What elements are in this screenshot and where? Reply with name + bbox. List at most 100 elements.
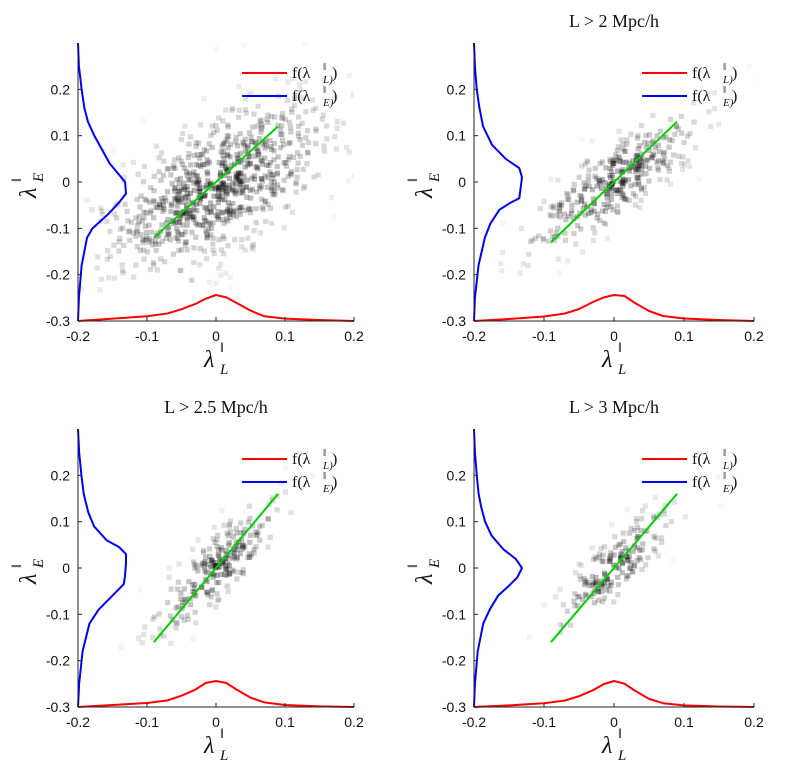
density-bin	[143, 210, 149, 216]
density-bin	[673, 123, 680, 129]
density-bin	[239, 570, 245, 576]
density-bin	[146, 239, 152, 245]
density-bin	[180, 130, 186, 137]
density-bin	[618, 137, 624, 143]
density-bin	[104, 256, 110, 262]
density-bin	[248, 206, 254, 212]
density-bin	[299, 142, 305, 148]
density-bin	[232, 237, 238, 243]
density-bin	[554, 212, 560, 219]
y-tick-label: -0.3	[46, 699, 70, 715]
density-bin	[233, 175, 239, 181]
density-bin	[565, 192, 571, 198]
density-bin	[248, 552, 254, 558]
density-bin	[181, 184, 187, 191]
density-bin	[240, 567, 246, 573]
density-bin	[600, 559, 606, 565]
density-bin	[641, 139, 648, 145]
density-bin	[612, 534, 618, 540]
density-bin	[241, 141, 247, 147]
density-bin	[214, 572, 220, 579]
density-bin	[588, 210, 594, 216]
density-bin	[267, 159, 274, 166]
density-bin	[295, 160, 301, 166]
density-bin	[291, 95, 297, 101]
density-bin	[245, 235, 251, 241]
density-bin	[223, 138, 229, 144]
density-bin	[119, 262, 125, 268]
density-bin	[127, 237, 133, 244]
density-bin	[99, 208, 105, 214]
density-bin	[552, 594, 559, 600]
density-bin	[201, 560, 207, 566]
density-bin	[313, 126, 319, 132]
density-bin	[616, 565, 622, 571]
density-bin	[673, 123, 680, 129]
density-bin	[573, 241, 579, 247]
density-bin	[303, 135, 309, 141]
density-bin	[183, 169, 190, 175]
density-bin	[667, 116, 673, 123]
density-bin	[657, 128, 664, 134]
density-bin	[162, 195, 168, 201]
density-bin	[191, 169, 197, 175]
density-bin	[211, 129, 217, 136]
density-bin	[204, 230, 210, 236]
density-bin	[212, 539, 218, 545]
density-bin	[238, 204, 245, 210]
density-bin	[269, 495, 275, 501]
density-bin	[215, 564, 221, 571]
svg-text:‖: ‖	[220, 727, 224, 742]
density-bin	[197, 122, 204, 128]
density-bin	[199, 151, 206, 158]
svg-text:): )	[332, 65, 337, 82]
density-bin	[255, 148, 261, 154]
density-bin	[227, 214, 233, 220]
density-bin	[624, 141, 630, 147]
density-bin	[555, 225, 561, 231]
density-bin	[652, 494, 658, 501]
density-bin	[662, 155, 668, 162]
density-bin	[210, 559, 216, 566]
density-bin	[225, 152, 231, 159]
x-tick-label: 0.1	[674, 714, 694, 730]
density-bin	[634, 524, 640, 530]
density-bin	[202, 218, 208, 224]
density-bin	[201, 248, 208, 254]
density-bin	[213, 212, 219, 219]
density-bin	[216, 564, 222, 570]
density-bin	[225, 242, 231, 249]
density-bin	[617, 158, 624, 164]
legend-label: f(λ ‖E))	[292, 470, 337, 495]
density-bin	[229, 555, 235, 561]
density-bin	[151, 215, 157, 221]
density-bin	[614, 209, 620, 215]
density-bin	[173, 219, 179, 225]
density-bin	[237, 204, 244, 211]
density-bin	[200, 161, 206, 167]
y-tick-label: -0.1	[442, 606, 466, 622]
density-bin	[201, 162, 207, 168]
density-bin	[575, 594, 581, 600]
density-bin	[217, 185, 223, 191]
density-bin	[638, 185, 645, 191]
density-bin	[578, 562, 584, 568]
density-bin	[106, 275, 112, 281]
density-bin	[711, 90, 717, 96]
svg-text:‖: ‖	[10, 564, 25, 568]
density-bin	[582, 212, 589, 218]
density-bin	[199, 584, 205, 590]
density-bin	[259, 121, 265, 127]
density-bin	[158, 195, 164, 202]
density-bin	[595, 597, 601, 603]
density-bin	[182, 229, 188, 235]
density-bin	[666, 137, 673, 143]
density-bin	[548, 204, 554, 210]
density-bin	[270, 172, 276, 178]
density-bin	[225, 561, 231, 567]
density-bin	[634, 519, 640, 525]
density-bin	[611, 552, 617, 558]
x-axis-label: λ ‖L	[601, 727, 626, 764]
density-bin	[184, 186, 190, 193]
density-bin	[604, 235, 611, 241]
